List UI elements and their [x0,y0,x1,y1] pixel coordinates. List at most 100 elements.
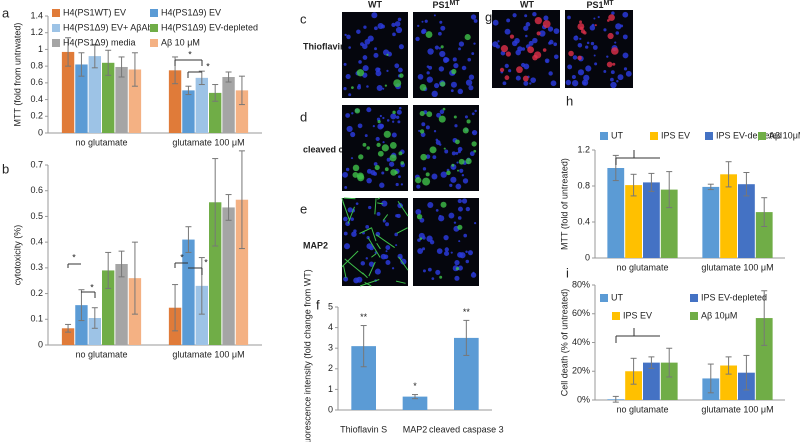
nucleus [439,20,443,24]
y-tick-label: 0.1 [30,314,43,324]
stain [390,169,397,176]
nucleus [415,209,422,215]
nucleus [443,57,449,63]
stain [542,20,551,28]
nucleus [622,52,629,59]
nucleus [418,129,421,132]
bar [75,305,88,345]
nucleus [385,250,388,253]
nucleus [375,136,380,142]
stain [443,147,446,150]
nucleus [520,62,526,68]
stain [542,48,547,52]
nucleus [431,173,438,180]
nucleus [454,275,460,281]
nucleus [440,25,446,31]
column-label: PS1MT [432,0,460,10]
nucleus [530,77,537,84]
stain [419,84,427,91]
bar [660,189,678,258]
nucleus [502,81,507,86]
nucleus [452,167,455,170]
significance: ** [360,312,368,322]
stain [422,177,431,186]
nucleus [355,202,359,205]
y-tick-label: 0 [585,252,590,262]
legend-swatch [52,9,60,17]
nucleus [443,234,449,241]
nucleus [365,257,368,260]
stain [455,267,460,271]
significance: * [206,61,210,71]
nucleus [461,198,468,204]
nucleus [367,35,374,42]
stain [400,161,405,165]
nucleus [524,14,528,18]
neurite [370,227,377,242]
y-axis-label: MTT (fold of untreated) [559,158,569,250]
stain [607,32,614,40]
bar [755,318,773,400]
nucleus [450,89,454,93]
stain [466,119,471,124]
stain [536,31,541,36]
stain [442,107,446,111]
bar [102,270,115,345]
nucleus [426,71,430,75]
stain [458,158,465,165]
panel-letter: f [316,297,320,312]
nucleus [571,79,579,87]
legend-label: IPS EV-depleted [701,292,767,302]
stain [522,75,529,82]
nucleus [492,19,499,26]
y-tick-label: 0.4 [30,237,43,247]
nucleus [386,157,391,162]
nucleus [583,74,590,81]
nucleus [597,15,600,19]
nucleus [471,129,478,136]
nucleus [374,268,381,275]
nucleus [615,31,620,35]
nucleus [350,131,356,138]
nucleus [398,44,404,50]
stain [455,139,460,145]
y-tick-label: 0.8 [577,180,590,190]
nucleus [457,216,462,220]
nucleus [465,206,471,212]
legend-swatch [52,39,60,47]
stain [505,51,511,57]
nucleus [553,28,560,34]
stain [356,69,365,77]
stain [419,237,423,240]
y-tick-label: 4 [328,322,333,332]
nucleus [622,11,629,18]
nucleus [426,76,433,83]
panel-letter: g [485,9,492,24]
y-tick-label: 20% [572,366,590,376]
stain [377,119,381,124]
nucleus [358,60,362,64]
nucleus [433,130,437,133]
nucleus [473,42,476,45]
stain [352,171,359,178]
nucleus [369,245,374,251]
nucleus [346,125,353,133]
neurite [374,198,377,215]
nucleus [345,167,350,172]
nucleus [508,69,512,73]
legend-label: H4(PS1Δ9) EV [161,7,221,17]
nucleus [567,15,571,20]
nucleus [532,11,537,17]
y-tick-label: 80% [572,279,590,289]
micrograph [413,105,479,191]
bar [643,182,660,258]
label-sup: MT [449,0,460,7]
bar [61,51,75,133]
nucleus [593,54,596,57]
nucleus [417,248,424,254]
nucleus [399,256,403,260]
nucleus [350,157,354,160]
neurite [347,206,355,224]
stain [534,16,543,25]
significance: * [90,282,94,292]
